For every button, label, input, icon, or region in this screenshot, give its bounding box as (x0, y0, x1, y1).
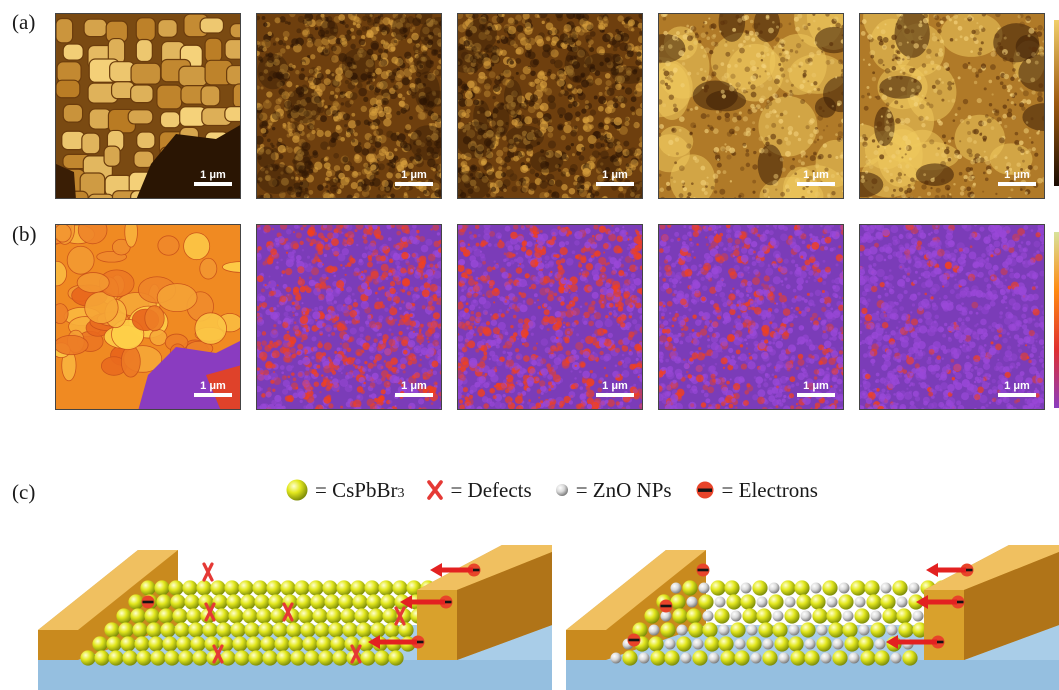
legend-zno: = ZnO NPs (554, 478, 672, 503)
legend-electrons: = Electrons (694, 478, 818, 503)
electron-icon (696, 481, 714, 499)
defect-marker (202, 562, 214, 582)
scale-bar: 1 μm (797, 381, 835, 397)
legend-zno-label: = ZnO NPs (575, 477, 672, 502)
kpfm-image-2: 1 μm (256, 224, 442, 410)
scale-bar: 1 μm (395, 170, 433, 186)
kpfm-colorbar (1054, 232, 1059, 408)
defect-marker (394, 606, 406, 626)
scale-bar: 1 μm (998, 170, 1036, 186)
cspbbr3-sphere-icon (286, 479, 308, 501)
kpfm-image-5: 1 μm (859, 224, 1045, 410)
legend-cspbbr3-label: = CsPbBr3 (315, 477, 405, 502)
defect-marker (204, 602, 216, 622)
legend-electrons-label: = Electrons (721, 477, 818, 502)
scale-bar: 1 μm (998, 381, 1036, 397)
defect-marker (282, 602, 294, 622)
afm-image-3: 1 μm (457, 13, 643, 199)
legend-defects: = Defects (426, 477, 532, 503)
scale-bar: 1 μm (194, 170, 232, 186)
scale-bar: 1 μm (596, 381, 634, 397)
kpfm-image-1: 1 μm (55, 224, 241, 410)
legend-cspbbr3: = CsPbBr3 (285, 478, 404, 503)
scale-bar: 1 μm (395, 381, 433, 397)
schematic-legend: = CsPbBr3 = Defects = ZnO NPs = Electron… (285, 472, 840, 508)
legend-defects-label: = Defects (450, 477, 532, 502)
zno-sphere-icon (555, 484, 568, 496)
defect-x-icon (427, 480, 444, 500)
scale-bar: 1 μm (596, 170, 634, 186)
panel-label-a: (a) (12, 10, 36, 34)
afm-image-5: 1 μm (859, 13, 1045, 199)
afm-image-4: 1 μm (658, 13, 844, 199)
afm-image-1: 1 μm (55, 13, 241, 199)
kpfm-image-3: 1 μm (457, 224, 643, 410)
panel-label-b: (b) (12, 222, 37, 246)
defect-marker (212, 644, 224, 664)
scale-bar: 1 μm (194, 381, 232, 397)
device-schematic-zno (566, 545, 1059, 690)
device-schematic-pristine (38, 545, 552, 690)
afm-colorbar (1054, 20, 1059, 186)
afm-image-2: 1 μm (256, 13, 442, 199)
defect-marker (350, 644, 362, 664)
scale-bar: 1 μm (797, 170, 835, 186)
kpfm-image-4: 1 μm (658, 224, 844, 410)
panel-label-c: (c) (12, 480, 36, 504)
